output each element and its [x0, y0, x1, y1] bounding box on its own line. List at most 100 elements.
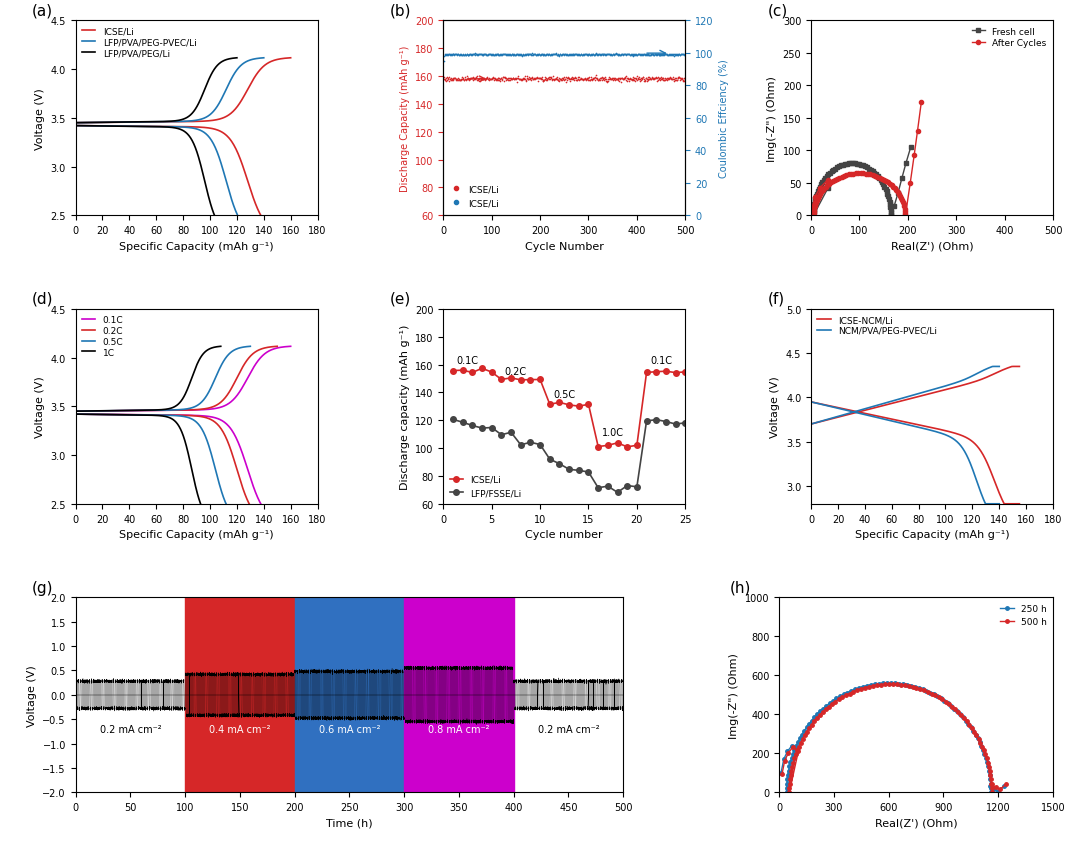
- Y-axis label: Voltage (V): Voltage (V): [35, 376, 45, 438]
- LFP/FSSE/Li: [514, 440, 527, 451]
- 500 h: [999, 780, 1012, 790]
- Text: 0.2 mA cm⁻²: 0.2 mA cm⁻²: [99, 724, 161, 734]
- ICSE/Li: [553, 398, 566, 408]
- Fresh cell: [822, 170, 835, 181]
- Text: 0.4 mA cm⁻²: 0.4 mA cm⁻²: [210, 724, 271, 734]
- Fresh cell: [808, 198, 821, 208]
- 1C: [191, 358, 204, 368]
- 500 h: [784, 770, 797, 780]
- ICSE/Li: [679, 367, 692, 377]
- NCM/PVA/PEG-PVEC/Li: [986, 362, 999, 372]
- 0.1C: [197, 405, 210, 415]
- Y-axis label: Discharge capacity (mAh g⁻¹): Discharge capacity (mAh g⁻¹): [400, 325, 409, 489]
- LFP/FSSE/Li: [670, 419, 683, 429]
- LFP/PVA/PEG/Li: [164, 117, 177, 127]
- 0.1C: [198, 405, 211, 415]
- 0.5C: [176, 405, 189, 415]
- LFP/FSSE/Li: [640, 417, 653, 427]
- After Cycles: [826, 176, 839, 187]
- Text: 1.0C: 1.0C: [602, 428, 623, 437]
- Fresh cell: [904, 143, 917, 153]
- Text: (a): (a): [32, 3, 53, 19]
- 0.5C: [228, 346, 241, 356]
- 1C: [158, 405, 171, 415]
- ICSE/Li: [456, 366, 469, 376]
- Text: (d): (d): [32, 291, 54, 307]
- ICSE/Li: [670, 368, 683, 378]
- ICSE-NCM/Li: [994, 366, 1007, 377]
- ICSE-NCM/Li: [806, 419, 819, 429]
- 250 h: [985, 787, 998, 797]
- Legend: ICSE-NCM/Li, NCM/PVA/PEG-PVEC/Li: ICSE-NCM/Li, NCM/PVA/PEG-PVEC/Li: [815, 314, 939, 337]
- LFP/FSSE/Li: [465, 421, 478, 431]
- After Cycles: [912, 127, 924, 137]
- 500 h: [775, 769, 788, 780]
- NCM/PVA/PEG-PVEC/Li: [920, 387, 933, 397]
- 0.5C: [173, 405, 186, 415]
- LFP/PVA/PEG-PVEC/Li: [257, 54, 270, 64]
- Fresh cell: [883, 198, 896, 208]
- 0.5C: [216, 358, 229, 368]
- Legend: ICSE/Li, LFP/PVA/PEG-PVEC/Li, LFP/PVA/PEG/Li: ICSE/Li, LFP/PVA/PEG-PVEC/Li, LFP/PVA/PE…: [80, 26, 199, 60]
- ICSE-NCM/Li: [1013, 362, 1026, 372]
- 0.2C: [189, 405, 202, 415]
- LFP/FSSE/Li: [553, 459, 566, 469]
- ICSE/Li: [264, 57, 276, 67]
- ICSE/Li: [251, 70, 264, 80]
- Text: 0.8 mA cm⁻²: 0.8 mA cm⁻²: [428, 724, 489, 734]
- Line: ICSE/Li: ICSE/Li: [450, 366, 688, 450]
- Line: LFP/FSSE/Li: LFP/FSSE/Li: [450, 417, 688, 496]
- ICSE/Li: [201, 117, 214, 127]
- 0.1C: [201, 405, 214, 415]
- LFP/PVA/PEG/Li: [69, 118, 82, 129]
- 250 h: [880, 678, 893, 688]
- NCM/PVA/PEG-PVEC/Li: [806, 419, 819, 429]
- 1C: [69, 406, 82, 417]
- ICSE-NCM/Li: [932, 387, 945, 397]
- ICSE/Li: [70, 118, 83, 129]
- ICSE-NCM/Li: [805, 419, 818, 429]
- 0.1C: [284, 342, 297, 352]
- ICSE-NCM/Li: [1005, 362, 1018, 372]
- ICSE/Li: [284, 54, 297, 64]
- ICSE/Li: [602, 440, 615, 451]
- Fresh cell: [855, 160, 868, 170]
- LFP/FSSE/Li: [679, 418, 692, 429]
- Line: NCM/PVA/PEG-PVEC/Li: NCM/PVA/PEG-PVEC/Li: [811, 367, 999, 424]
- 500 h: [796, 734, 809, 744]
- 1C: [156, 405, 168, 415]
- After Cycles: [806, 203, 819, 213]
- Text: 0.1C: 0.1C: [457, 355, 478, 366]
- Text: 0.1C: 0.1C: [650, 355, 672, 366]
- NCM/PVA/PEG-PVEC/Li: [917, 388, 930, 398]
- Y-axis label: Img(-Z") (Ohm): Img(-Z") (Ohm): [767, 76, 778, 162]
- 0.1C: [264, 346, 276, 356]
- Text: (e): (e): [390, 291, 411, 307]
- Text: (f): (f): [768, 291, 785, 307]
- NCM/PVA/PEG-PVEC/Li: [963, 372, 976, 383]
- ICSE/Li: [69, 118, 82, 129]
- LFP/PVA/PEG-PVEC/Li: [70, 118, 83, 129]
- Text: 0.5C: 0.5C: [553, 390, 576, 400]
- LFP/PVA/PEG/Li: [230, 54, 243, 64]
- ICSE/Li: [465, 368, 478, 378]
- Legend: ICSE/Li, ICSE/Li: ICSE/Li, ICSE/Li: [448, 181, 502, 211]
- ICSE/Li: [592, 442, 605, 452]
- 0.1C: [251, 358, 264, 368]
- LFP/FSSE/Li: [582, 468, 595, 478]
- Y-axis label: Coulombic Effciency (%): Coulombic Effciency (%): [719, 60, 729, 178]
- Line: ICSE-NCM/Li: ICSE-NCM/Li: [811, 367, 1020, 424]
- X-axis label: Specific Capacity (mAh g⁻¹): Specific Capacity (mAh g⁻¹): [854, 529, 1010, 539]
- Text: (c): (c): [768, 3, 787, 19]
- ICSE/Li: [660, 366, 673, 377]
- 0.2C: [69, 406, 82, 417]
- Fresh cell: [885, 211, 897, 222]
- 500 h: [890, 680, 903, 690]
- LFP/FSSE/Li: [475, 423, 488, 434]
- Y-axis label: Voltage (V): Voltage (V): [770, 376, 781, 438]
- Fresh cell: [883, 200, 896, 210]
- 0.5C: [69, 406, 82, 417]
- 0.2C: [252, 346, 265, 356]
- LFP/FSSE/Li: [524, 438, 537, 448]
- 250 h: [983, 766, 996, 776]
